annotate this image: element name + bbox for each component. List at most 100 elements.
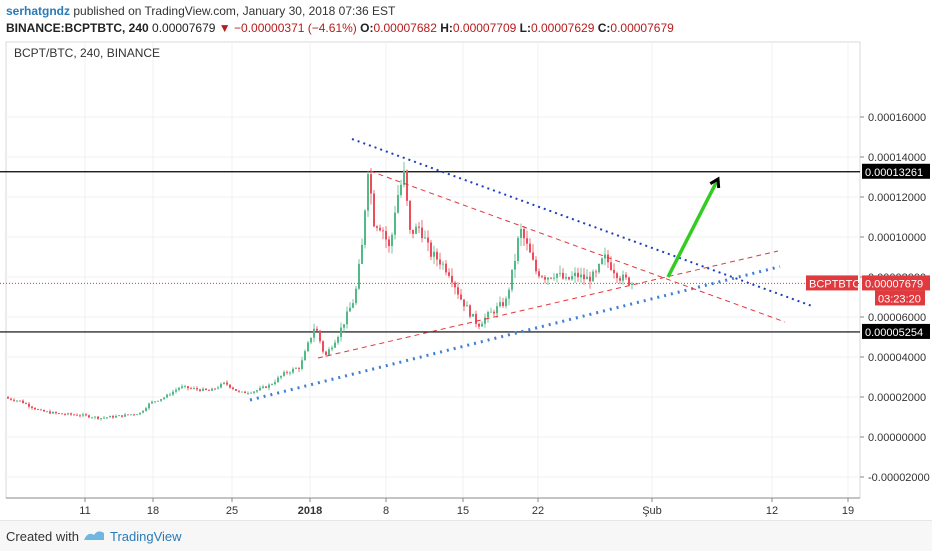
candle-body xyxy=(232,387,234,390)
candle-body xyxy=(52,412,54,414)
candle-body xyxy=(304,351,306,361)
author-link[interactable]: serhatgndz xyxy=(6,4,71,18)
change-value: −0.00000371 (−4.61%) xyxy=(234,21,357,35)
candle-body xyxy=(223,382,225,384)
candle-body xyxy=(424,237,426,239)
candle-body xyxy=(430,242,432,257)
candle-body xyxy=(418,226,420,228)
candle-body xyxy=(265,386,267,388)
candle-body xyxy=(295,368,297,369)
candle-body xyxy=(16,400,18,402)
candle-body xyxy=(520,228,522,238)
candle-body xyxy=(535,259,537,272)
candle-body xyxy=(553,277,555,279)
candle-body xyxy=(544,277,546,280)
candle-body xyxy=(547,277,549,280)
candle-body xyxy=(514,260,516,270)
candle-body xyxy=(487,312,489,318)
candle-body xyxy=(40,409,42,411)
candle-body xyxy=(148,403,150,409)
candle-body xyxy=(166,394,168,398)
candle-body xyxy=(106,417,108,419)
upper-channel-line xyxy=(369,170,786,323)
candle-body xyxy=(508,289,510,299)
close-label: C: xyxy=(597,21,611,35)
x-tick-label: 15 xyxy=(457,505,469,517)
candle-body xyxy=(598,264,600,273)
candle-body xyxy=(151,401,153,404)
candle-body xyxy=(310,337,312,343)
candle-body xyxy=(43,409,45,412)
candle-body xyxy=(130,414,132,416)
candle-body xyxy=(58,413,60,414)
candle-body xyxy=(73,414,75,416)
candle-body xyxy=(367,174,369,211)
candle-body xyxy=(346,311,348,325)
candle-body xyxy=(274,382,276,385)
candle-body xyxy=(592,271,594,282)
candle-body xyxy=(463,299,465,307)
candle-body xyxy=(160,399,162,401)
candle-body xyxy=(421,227,423,239)
candle-body xyxy=(571,276,573,280)
candle-body xyxy=(133,414,135,416)
x-tick-label: 11 xyxy=(79,505,90,517)
candle-body xyxy=(64,414,66,416)
candle-body xyxy=(610,262,612,270)
candle-body xyxy=(49,411,51,414)
candle-body xyxy=(481,323,483,327)
y-tick-label: -0.00002000 xyxy=(868,472,930,484)
candle-body xyxy=(325,351,327,355)
x-tick-label: 22 xyxy=(532,505,544,517)
candle-body xyxy=(448,272,450,276)
candle-body xyxy=(217,387,219,389)
candle-body xyxy=(595,271,597,273)
arrow-head-icon xyxy=(709,176,721,189)
candle-body xyxy=(67,413,69,415)
candle-body xyxy=(142,410,144,413)
candle-body xyxy=(202,388,204,391)
candle-body xyxy=(607,254,609,263)
support-trendline xyxy=(249,265,781,402)
candle-body xyxy=(79,415,81,417)
green-arrow-shaft xyxy=(666,178,720,278)
candle-body xyxy=(469,305,471,317)
candle-body xyxy=(226,382,228,385)
candle-body xyxy=(238,390,240,392)
candle-body xyxy=(76,414,78,416)
tradingview-link[interactable]: TradingView xyxy=(110,529,182,544)
price-chart[interactable]: 0.00016000 0.00014000 0.00012000 0.00010000… xyxy=(0,38,932,520)
candle-body xyxy=(478,323,480,327)
candle-body xyxy=(22,400,24,404)
candle-body xyxy=(328,349,330,355)
top-level-label: 0.00013261 xyxy=(865,167,923,179)
created-with-label: Created with xyxy=(6,529,79,544)
candle-body xyxy=(301,360,303,369)
candle-body xyxy=(541,276,543,278)
candle-body xyxy=(628,277,630,285)
candle-body xyxy=(589,276,591,282)
candle-body xyxy=(91,417,93,419)
candle-body xyxy=(214,388,216,390)
candle-body xyxy=(472,313,474,317)
candle-body xyxy=(604,254,606,259)
low-value: 0.00007629 xyxy=(530,21,595,35)
candle-body xyxy=(262,386,264,388)
candle-body xyxy=(13,399,15,401)
candle-body xyxy=(322,341,324,352)
candle-body xyxy=(616,273,618,279)
candle-body xyxy=(82,414,84,416)
x-tick-label: 18 xyxy=(147,505,159,517)
candle-body xyxy=(298,368,300,369)
candle-body xyxy=(532,252,534,260)
candle-body xyxy=(7,397,9,399)
candle-body xyxy=(229,384,231,388)
candle-body xyxy=(583,274,585,280)
candle-body xyxy=(286,372,288,373)
chart-area[interactable]: 0.00016000 0.00014000 0.00012000 0.00010000… xyxy=(0,38,932,520)
candle-body xyxy=(412,229,414,234)
candle-body xyxy=(112,416,114,418)
candle-body xyxy=(466,305,468,307)
change-arrow-icon: ▼ xyxy=(218,21,231,35)
candle-body xyxy=(268,384,270,388)
